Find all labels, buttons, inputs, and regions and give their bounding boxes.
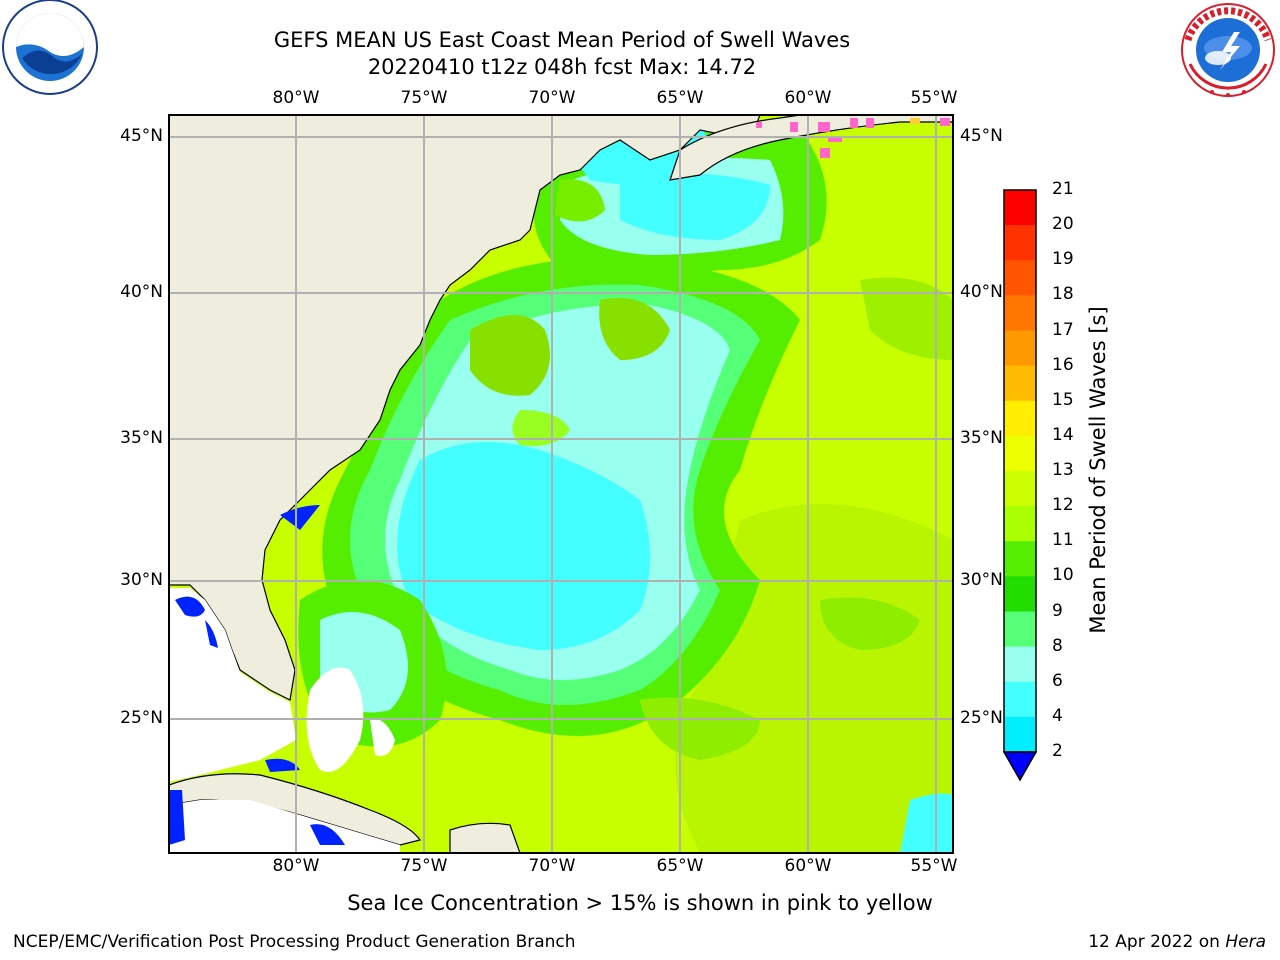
colorbar-cell	[1004, 611, 1036, 648]
colorbar-cell	[1004, 576, 1036, 612]
colorbar-tick-label: 17	[1052, 319, 1074, 340]
colorbar-tick-label: 4	[1052, 705, 1063, 726]
footer-credit: NCEP/EMC/Verification Post Processing Pr…	[13, 932, 576, 952]
colorbar-cell	[1004, 400, 1036, 437]
colorbar-cell	[1004, 330, 1036, 367]
colorbar-cell	[1004, 541, 1036, 577]
colorbar-cell	[1004, 681, 1036, 718]
north-america-land	[169, 115, 761, 701]
colorbar-tick-label: 2	[1052, 741, 1063, 761]
footer-date-text: 12 Apr 2022 on	[1088, 932, 1226, 952]
svg-text:NOAA: NOAA	[28, 21, 73, 37]
colorbar-tick-label: 16	[1052, 354, 1074, 375]
colorbar-label: Mean Period of Swell Waves [s]	[1086, 306, 1110, 634]
colorbar-tick-label: 12	[1052, 495, 1074, 516]
footer-machine: Hera	[1225, 932, 1266, 952]
lon-label-bottom: 70°W	[528, 856, 576, 876]
colorbar-cell	[1004, 646, 1036, 683]
lon-label-bottom: 65°W	[656, 856, 704, 876]
colorbar-tick-label: 21	[1052, 179, 1074, 199]
lon-label-top: 55°W	[910, 88, 958, 108]
graticule	[169, 115, 953, 853]
colorbar-tick-label: 8	[1052, 635, 1063, 656]
lon-label-top: 70°W	[528, 88, 576, 108]
nws-logo	[1181, 3, 1275, 97]
lat-label-right: 35°N	[960, 428, 1003, 448]
lat-label-right: 40°N	[960, 282, 1003, 302]
colorbar-tick-label: 9	[1052, 600, 1063, 621]
colorbar-cell	[1004, 225, 1036, 261]
map-frame	[168, 114, 954, 854]
colorbar-frame	[1003, 189, 1037, 753]
footer-date: 12 Apr 2022 on Hera	[1088, 932, 1266, 952]
lat-label-right: 45°N	[960, 126, 1003, 146]
lon-label-bottom: 60°W	[784, 856, 832, 876]
lat-label-left: 35°N	[120, 428, 163, 448]
colorbar-tick-label: 11	[1052, 530, 1074, 551]
colorbar-tick-label: 20	[1052, 214, 1074, 235]
noaa-logo: NOAA	[2, 0, 98, 95]
lat-label-left: 40°N	[120, 282, 163, 302]
lat-label-left: 25°N	[120, 708, 163, 728]
lat-label-right: 25°N	[960, 708, 1003, 728]
colorbar-cell	[1004, 260, 1036, 296]
colorbar-cell	[1004, 506, 1036, 542]
colorbar-tick-label: 13	[1052, 460, 1074, 480]
lon-label-bottom: 75°W	[400, 856, 448, 876]
map-title: GEFS MEAN US East Coast Mean Period of S…	[273, 28, 851, 52]
lat-label-left: 45°N	[120, 126, 163, 146]
colorbar-cell	[1004, 190, 1036, 226]
lon-label-top: 75°W	[400, 88, 448, 108]
lat-label-right: 30°N	[960, 570, 1003, 590]
sea-ice-note: Sea Ice Concentration > 15% is shown in …	[347, 891, 933, 915]
colorbar-tick-label: 14	[1052, 424, 1074, 445]
lat-label-left: 30°N	[120, 570, 163, 590]
colorbar-cell	[1004, 365, 1036, 402]
colorbar-cell	[1004, 716, 1036, 753]
colorbar-extend-arrow	[1002, 751, 1038, 782]
colorbar	[1002, 189, 1038, 782]
lon-label-top: 60°W	[784, 88, 832, 108]
lon-label-bottom: 55°W	[910, 856, 958, 876]
lon-label-bottom: 80°W	[272, 856, 320, 876]
colorbar-tick-label: 19	[1052, 249, 1074, 270]
lon-label-top: 80°W	[272, 88, 320, 108]
map-subtitle: 20220410 t12z 048h fcst Max: 14.72	[367, 55, 757, 79]
colorbar-cell	[1004, 471, 1036, 507]
colorbar-tick-label: 15	[1052, 389, 1074, 410]
colorbar-cell	[1004, 295, 1036, 331]
lon-label-top: 65°W	[656, 88, 704, 108]
colorbar-tick-label: 6	[1052, 670, 1063, 691]
colorbar-tick-label: 10	[1052, 565, 1074, 586]
colorbar-tick-label: 18	[1052, 284, 1074, 305]
colorbar-cell	[1004, 435, 1036, 472]
